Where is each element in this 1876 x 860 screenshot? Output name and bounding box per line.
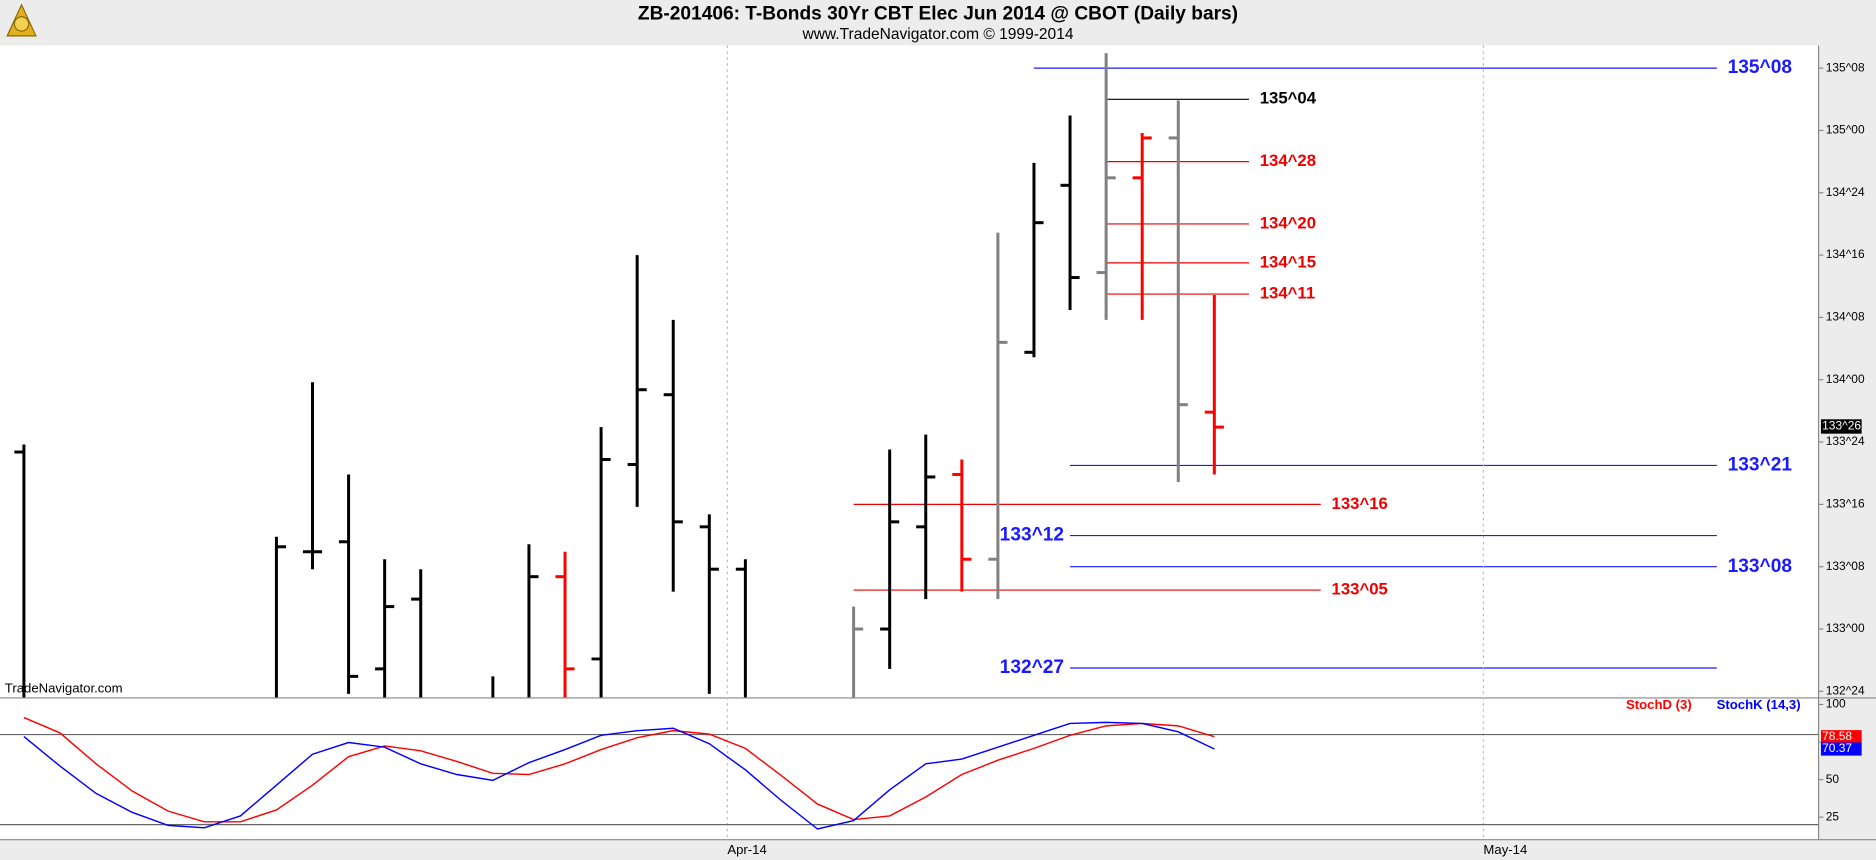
level-label: 135^04 bbox=[1260, 89, 1317, 108]
level-label: 133^05 bbox=[1332, 579, 1388, 598]
stoch-lines bbox=[23, 716, 1215, 830]
level-label: 133^16 bbox=[1332, 494, 1388, 513]
ohlc-bar bbox=[555, 551, 575, 698]
y-tick-label: 132^24 bbox=[1826, 684, 1865, 698]
last-value-box bbox=[1820, 730, 1862, 744]
ohlc-bar bbox=[14, 444, 26, 698]
ohlc-bar bbox=[1024, 162, 1044, 358]
y-tick-label: 134^08 bbox=[1826, 310, 1865, 324]
ohlc-bar bbox=[527, 544, 539, 698]
level-label: 133^21 bbox=[1728, 454, 1793, 475]
y-tick-label: 134^24 bbox=[1826, 185, 1865, 199]
last-value-label: 70.37 bbox=[1822, 741, 1852, 755]
y-tick-label: 134^16 bbox=[1826, 247, 1865, 261]
ohlc-bar bbox=[1096, 53, 1116, 320]
level-label: 132^27 bbox=[1000, 657, 1064, 678]
last-price-label: 133^26 bbox=[1822, 419, 1861, 433]
stoch-line bbox=[23, 721, 1215, 830]
y-tick-label: 134^00 bbox=[1826, 372, 1865, 386]
level-label: 134^15 bbox=[1260, 252, 1316, 271]
y-tick-label: 135^00 bbox=[1826, 123, 1865, 137]
legend-entry: StochD (3) bbox=[1626, 697, 1692, 712]
ohlc-bar bbox=[491, 676, 495, 698]
price-pane bbox=[0, 45, 1819, 698]
ohlc-bar bbox=[591, 427, 611, 698]
ohlc-bar bbox=[1132, 132, 1152, 320]
last-price-box bbox=[1820, 419, 1862, 434]
level-label: 134^28 bbox=[1260, 151, 1316, 170]
ohlc-bar bbox=[699, 514, 719, 694]
y-tick-label: 133^08 bbox=[1826, 559, 1865, 573]
ohlc-bar bbox=[1060, 115, 1080, 310]
x-tick-label: Apr-14 bbox=[727, 842, 766, 857]
y-tick-label: 133^00 bbox=[1826, 621, 1865, 635]
watermark: TradeNavigator.com bbox=[5, 680, 123, 695]
last-value-box bbox=[1820, 742, 1862, 756]
y-tick-label: 50 bbox=[1826, 772, 1840, 786]
chart-title: ZB-201406: T-Bonds 30Yr CBT Elec Jun 201… bbox=[638, 3, 1238, 24]
level-label: 133^08 bbox=[1728, 556, 1793, 577]
logo bbox=[6, 3, 37, 37]
ohlc-bar bbox=[627, 255, 647, 507]
ohlc-bar bbox=[852, 606, 864, 698]
level-label: 133^12 bbox=[1000, 525, 1064, 546]
ohlc-bar bbox=[1168, 100, 1188, 482]
y-tick-label: 135^08 bbox=[1826, 60, 1865, 74]
y-tick-label: 100 bbox=[1826, 697, 1846, 711]
level-label: 135^08 bbox=[1728, 57, 1793, 78]
y-tick-label: 25 bbox=[1826, 809, 1840, 823]
y-tick-label: 133^24 bbox=[1826, 434, 1865, 448]
ohlc-bar bbox=[1204, 294, 1224, 475]
ohlc-bar bbox=[988, 232, 1008, 600]
stoch-pane bbox=[0, 698, 1819, 840]
ohlc-bar bbox=[339, 474, 359, 694]
ohlc-bar bbox=[411, 569, 423, 698]
x-tick-label: May-14 bbox=[1483, 842, 1527, 857]
price-bars bbox=[14, 53, 1717, 698]
ohlc-bar bbox=[880, 449, 900, 669]
ohlc-bar bbox=[916, 434, 936, 600]
legend-entry: StochK (14,3) bbox=[1717, 697, 1801, 712]
ohlc-bar bbox=[952, 459, 972, 592]
ohlc-bar bbox=[302, 382, 323, 570]
ohlc-bar bbox=[274, 536, 287, 698]
chart-subtitle: www.TradeNavigator.com © 1999-2014 bbox=[801, 26, 1073, 43]
level-label: 134^20 bbox=[1260, 213, 1316, 232]
y-tick-label: 133^16 bbox=[1826, 497, 1865, 511]
level-label: 134^11 bbox=[1260, 283, 1315, 302]
ohlc-bar bbox=[735, 559, 747, 698]
ohlc-bar bbox=[375, 559, 395, 698]
ohlc-bar bbox=[663, 319, 683, 592]
last-value-label: 78.58 bbox=[1822, 729, 1852, 743]
